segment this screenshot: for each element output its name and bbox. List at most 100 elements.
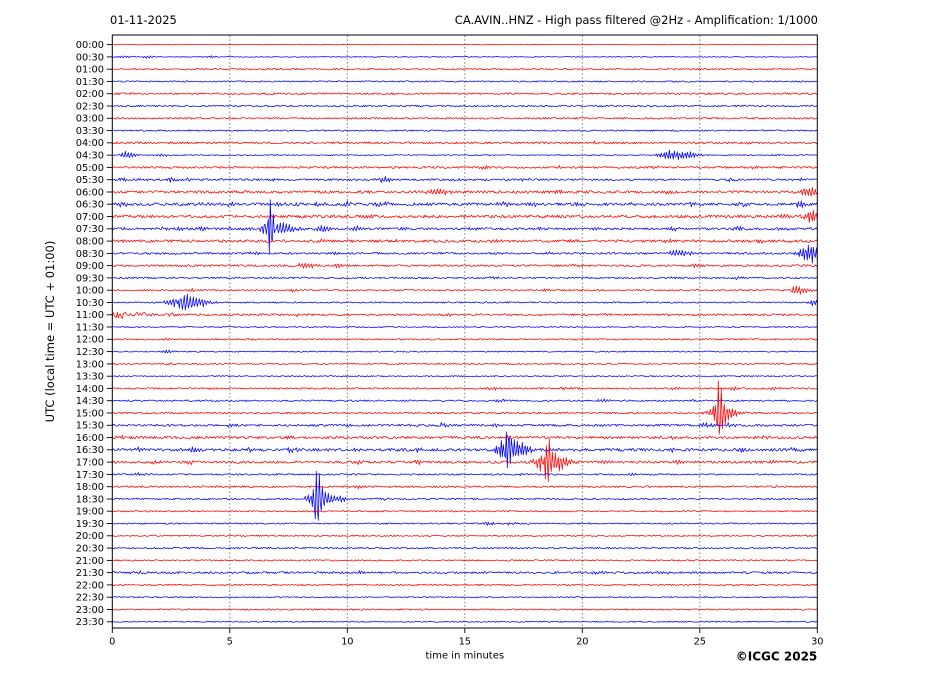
seismo-trace-09:30 bbox=[112, 276, 818, 281]
y-tick-label: 12:00 bbox=[76, 335, 104, 346]
seismo-trace-10:30 bbox=[112, 293, 818, 311]
seismo-trace-12:30 bbox=[112, 349, 818, 354]
seismo-trace-04:00 bbox=[112, 140, 818, 145]
y-tick-label: 16:00 bbox=[76, 433, 104, 444]
seismo-trace-18:30 bbox=[112, 470, 818, 521]
seismo-trace-21:30 bbox=[112, 570, 818, 575]
seismo-trace-03:30 bbox=[112, 129, 818, 132]
seismo-trace-16:00 bbox=[112, 434, 818, 441]
y-tick-label: 17:30 bbox=[76, 470, 104, 481]
x-tick-label: 25 bbox=[694, 637, 706, 648]
seismo-trace-02:00 bbox=[112, 92, 818, 95]
seismo-trace-15:30 bbox=[112, 422, 818, 428]
x-tick-label: 5 bbox=[227, 637, 233, 648]
seismo-trace-06:30 bbox=[112, 200, 818, 208]
y-tick-label: 02:30 bbox=[76, 101, 104, 112]
y-tick-label: 19:00 bbox=[76, 507, 104, 518]
y-tick-label: 17:00 bbox=[76, 458, 104, 469]
y-tick-label: 11:30 bbox=[76, 322, 104, 333]
y-tick-label: 00:00 bbox=[76, 40, 104, 51]
y-tick-label: 03:00 bbox=[76, 114, 104, 125]
seismo-trace-11:30 bbox=[112, 326, 818, 328]
seismo-trace-05:00 bbox=[112, 164, 818, 170]
y-tick-label: 13:30 bbox=[76, 372, 104, 383]
chart-title: CA.AVIN..HNZ - High pass filtered @2Hz -… bbox=[455, 13, 818, 27]
seismo-trace-14:30 bbox=[112, 398, 818, 403]
seismo-trace-16:30 bbox=[112, 431, 818, 469]
x-tick-label: 20 bbox=[576, 637, 588, 648]
seismo-trace-08:30 bbox=[112, 244, 818, 264]
seismo-trace-20:30 bbox=[112, 546, 818, 550]
y-tick-label: 15:30 bbox=[76, 421, 104, 432]
y-tick-label: 20:30 bbox=[76, 544, 104, 555]
seismo-trace-02:30 bbox=[112, 104, 818, 108]
y-tick-label: 05:00 bbox=[76, 163, 104, 174]
seismo-trace-00:00 bbox=[112, 43, 818, 46]
seismo-trace-23:30 bbox=[112, 620, 818, 623]
seismo-trace-19:00 bbox=[112, 510, 818, 513]
seismo-trace-08:00 bbox=[112, 238, 818, 244]
copyright-label: ©ICGC 2025 bbox=[736, 650, 818, 664]
x-tick-label: 30 bbox=[811, 637, 823, 648]
y-tick-label: 09:00 bbox=[76, 261, 104, 272]
y-tick-label: 03:30 bbox=[76, 126, 104, 137]
y-tick-label: 02:00 bbox=[76, 89, 104, 100]
y-tick-label: 10:30 bbox=[76, 298, 104, 309]
y-tick-label: 13:00 bbox=[76, 359, 104, 370]
seismo-trace-21:00 bbox=[112, 559, 818, 562]
y-tick-label: 18:30 bbox=[76, 494, 104, 505]
seismo-trace-14:00 bbox=[112, 386, 818, 391]
y-tick-label: 22:00 bbox=[76, 580, 104, 591]
y-tick-label: 14:00 bbox=[76, 384, 104, 395]
trace-group bbox=[112, 43, 818, 623]
y-tick-label: 23:00 bbox=[76, 605, 104, 616]
seismo-trace-07:00 bbox=[112, 209, 818, 223]
seismo-trace-18:00 bbox=[112, 485, 818, 490]
date-label: 01-11-2025 bbox=[110, 13, 177, 27]
y-tick-label: 04:00 bbox=[76, 138, 104, 149]
seismo-trace-13:30 bbox=[112, 375, 818, 378]
seismo-trace-19:30 bbox=[112, 521, 818, 526]
x-tick-label: 15 bbox=[459, 637, 471, 648]
y-tick-label: 10:00 bbox=[76, 286, 104, 297]
seismo-trace-01:30 bbox=[112, 80, 818, 83]
seismo-trace-06:00 bbox=[112, 187, 818, 197]
seismo-trace-22:30 bbox=[112, 596, 818, 599]
y-tick-label: 21:00 bbox=[76, 556, 104, 567]
y-tick-label: 00:30 bbox=[76, 52, 104, 63]
seismo-trace-10:00 bbox=[112, 285, 818, 295]
seismo-trace-03:00 bbox=[112, 117, 818, 120]
y-tick-label: 06:00 bbox=[76, 187, 104, 198]
y-tick-label: 04:30 bbox=[76, 151, 104, 162]
y-tick-label: 01:30 bbox=[76, 77, 104, 88]
x-tick-label: 10 bbox=[341, 637, 353, 648]
y-tick-label: 07:00 bbox=[76, 212, 104, 223]
y-tick-label: 23:30 bbox=[76, 617, 104, 628]
seismo-trace-12:00 bbox=[112, 337, 818, 341]
y-axis-label: UTC (local time = UTC + 01:00) bbox=[43, 241, 57, 423]
seismo-trace-00:30 bbox=[112, 55, 818, 59]
seismo-trace-09:00 bbox=[112, 262, 818, 269]
x-axis-label: time in minutes bbox=[426, 651, 505, 662]
y-tick-label: 20:00 bbox=[76, 531, 104, 542]
seismo-trace-11:00 bbox=[112, 311, 818, 319]
y-tick-label: 08:00 bbox=[76, 237, 104, 248]
y-tick-label: 12:30 bbox=[76, 347, 104, 358]
seismo-trace-07:30 bbox=[112, 199, 818, 254]
y-tick-label: 11:00 bbox=[76, 310, 104, 321]
seismo-trace-17:00 bbox=[112, 438, 818, 482]
seismo-trace-13:00 bbox=[112, 362, 818, 366]
seismo-trace-05:30 bbox=[112, 176, 818, 183]
seismo-trace-22:00 bbox=[112, 583, 818, 587]
y-tick-label: 18:00 bbox=[76, 482, 104, 493]
y-tick-label: 19:30 bbox=[76, 519, 104, 530]
y-tick-label: 05:30 bbox=[76, 175, 104, 186]
x-ticks: 0 5 10 15 20 25 30 bbox=[109, 628, 824, 648]
y-tick-label: 01:00 bbox=[76, 65, 104, 76]
y-tick-label: 14:30 bbox=[76, 396, 104, 407]
y-tick-label: 07:30 bbox=[76, 224, 104, 235]
grid-lines bbox=[229, 35, 701, 628]
seismo-trace-17:30 bbox=[112, 472, 818, 477]
